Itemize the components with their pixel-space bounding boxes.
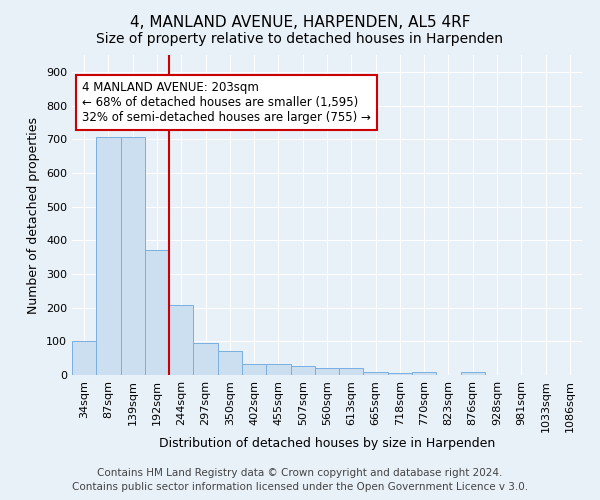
Bar	[364, 372, 388, 375]
Text: 4 MANLAND AVENUE: 203sqm
← 68% of detached houses are smaller (1,595)
32% of sem: 4 MANLAND AVENUE: 203sqm ← 68% of detach…	[82, 80, 371, 124]
Bar	[96, 136, 121, 375]
Bar	[193, 343, 218, 375]
Bar	[266, 364, 290, 375]
Bar	[218, 352, 242, 375]
Bar	[145, 250, 169, 375]
Bar	[461, 372, 485, 375]
Text: Contains HM Land Registry data © Crown copyright and database right 2024.
Contai: Contains HM Land Registry data © Crown c…	[72, 468, 528, 492]
Bar	[72, 342, 96, 375]
Bar	[169, 305, 193, 375]
Y-axis label: Number of detached properties: Number of detached properties	[28, 116, 40, 314]
Bar	[290, 366, 315, 375]
Bar	[388, 374, 412, 375]
Bar	[242, 364, 266, 375]
Bar	[315, 368, 339, 375]
Text: Size of property relative to detached houses in Harpenden: Size of property relative to detached ho…	[97, 32, 503, 46]
Bar	[412, 372, 436, 375]
Bar	[339, 368, 364, 375]
Text: 4, MANLAND AVENUE, HARPENDEN, AL5 4RF: 4, MANLAND AVENUE, HARPENDEN, AL5 4RF	[130, 15, 470, 30]
Bar	[121, 136, 145, 375]
X-axis label: Distribution of detached houses by size in Harpenden: Distribution of detached houses by size …	[159, 438, 495, 450]
